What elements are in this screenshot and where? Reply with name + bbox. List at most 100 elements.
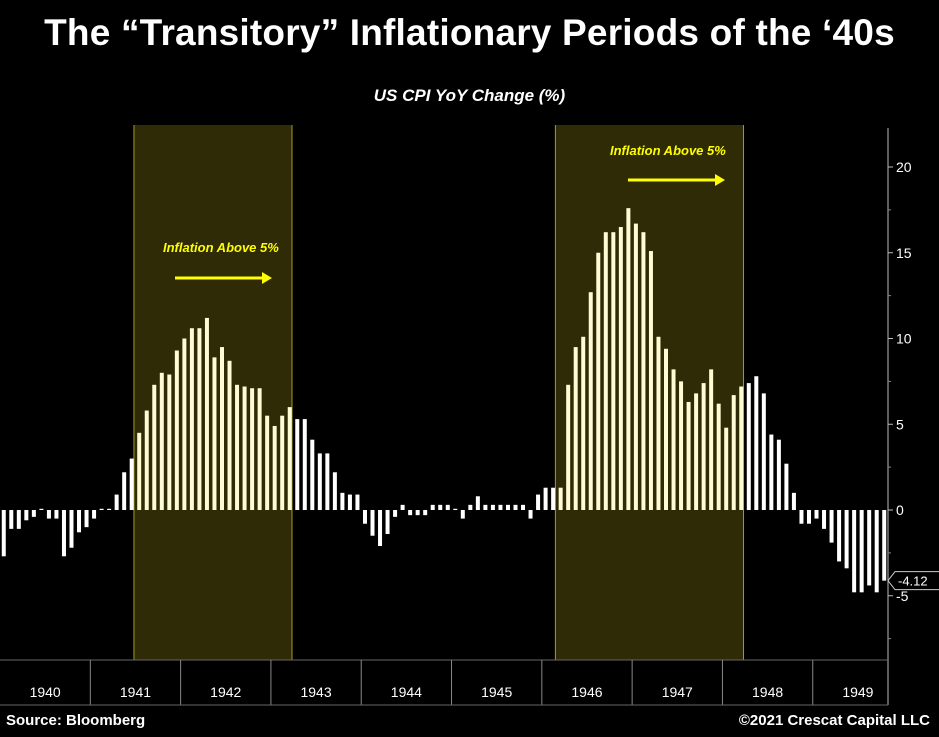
bar xyxy=(664,348,668,510)
bar xyxy=(611,232,616,511)
bar xyxy=(701,383,706,510)
bar xyxy=(31,510,36,517)
bar xyxy=(460,510,465,519)
bar xyxy=(822,510,827,529)
bar xyxy=(558,487,563,510)
chart-subtitle: US CPI YoY Change (%) xyxy=(373,86,566,105)
bar xyxy=(340,492,345,510)
last-value-box xyxy=(887,571,939,591)
bar xyxy=(551,487,556,510)
bar xyxy=(844,510,849,569)
bar xyxy=(874,510,879,593)
bar xyxy=(107,508,112,510)
bar xyxy=(220,347,224,510)
bar xyxy=(1,510,6,557)
bar xyxy=(483,504,488,510)
bar xyxy=(498,504,503,510)
bar xyxy=(415,510,420,516)
bar xyxy=(325,453,330,510)
bar xyxy=(445,504,450,510)
bar xyxy=(272,425,277,510)
y-tick-label: 5 xyxy=(896,416,904,432)
bar xyxy=(543,487,548,510)
bar xyxy=(347,494,352,510)
bar xyxy=(355,494,360,510)
bar xyxy=(174,350,179,510)
copyright-note: ©2021 Crescat Capital LLC xyxy=(738,712,930,729)
bar xyxy=(400,504,405,510)
x-tick-label: 1948 xyxy=(752,684,783,700)
bar xyxy=(16,510,21,529)
bar xyxy=(528,510,533,519)
y-tick-label: 10 xyxy=(896,331,912,347)
y-tick-label: 0 xyxy=(896,502,904,518)
bar xyxy=(197,328,202,510)
x-tick-label: 1946 xyxy=(571,684,602,700)
bar xyxy=(46,510,51,519)
bar xyxy=(626,208,631,510)
bar xyxy=(859,510,864,593)
bar xyxy=(829,510,834,543)
bar xyxy=(618,227,623,510)
bar xyxy=(69,510,74,548)
bar xyxy=(317,453,322,510)
bar xyxy=(393,510,398,517)
bar xyxy=(189,328,194,510)
bar xyxy=(129,458,134,510)
bar xyxy=(362,510,367,524)
bar xyxy=(468,504,473,510)
bar xyxy=(99,508,104,510)
bar xyxy=(92,510,97,519)
bar xyxy=(521,504,526,510)
bar xyxy=(332,472,337,510)
bar xyxy=(242,386,247,510)
bar xyxy=(287,407,292,510)
y-tick-label: 20 xyxy=(896,159,912,175)
bar xyxy=(204,317,209,510)
bar xyxy=(633,223,638,510)
bar xyxy=(310,439,315,510)
bar xyxy=(265,415,270,510)
bar xyxy=(152,384,157,510)
bar xyxy=(536,494,541,510)
bar xyxy=(77,510,82,533)
bar xyxy=(731,395,736,510)
annotations: Inflation Above 5% Inflation Above 5% xyxy=(163,143,726,284)
bar xyxy=(385,510,390,535)
bar xyxy=(490,504,495,510)
bar xyxy=(776,439,781,510)
y-tick-label: -5 xyxy=(896,588,909,604)
bar xyxy=(295,419,300,510)
bar xyxy=(505,504,510,510)
bar xyxy=(882,510,887,581)
bar xyxy=(9,510,14,529)
bar xyxy=(784,463,789,510)
bar xyxy=(679,381,684,510)
last-value-label: -4.12 xyxy=(898,574,928,589)
bar xyxy=(754,376,759,510)
bar xyxy=(716,403,721,510)
bar xyxy=(581,336,586,510)
x-tick-label: 1940 xyxy=(30,684,61,700)
source-note: Source: Bloomberg xyxy=(6,712,146,729)
bar xyxy=(694,393,699,510)
bar xyxy=(799,510,804,524)
bar xyxy=(137,432,142,510)
bar xyxy=(250,388,255,510)
axes: -5 0 5 10 15 20 1940 1941 1942 1943 1944 1945 1946 19… xyxy=(0,128,939,706)
bar xyxy=(423,510,428,516)
x-tick-label: 1947 xyxy=(662,684,693,700)
x-tick-label: 1942 xyxy=(210,684,241,700)
bar xyxy=(588,292,593,510)
bar xyxy=(257,388,262,510)
bar-series xyxy=(1,208,887,593)
bar xyxy=(686,401,691,510)
x-tick-label: 1943 xyxy=(300,684,331,700)
annotation-label: Inflation Above 5% xyxy=(163,240,279,255)
bar xyxy=(378,510,383,547)
bar xyxy=(438,504,443,510)
bar xyxy=(739,386,744,510)
bar xyxy=(603,232,608,511)
bar xyxy=(513,504,518,510)
